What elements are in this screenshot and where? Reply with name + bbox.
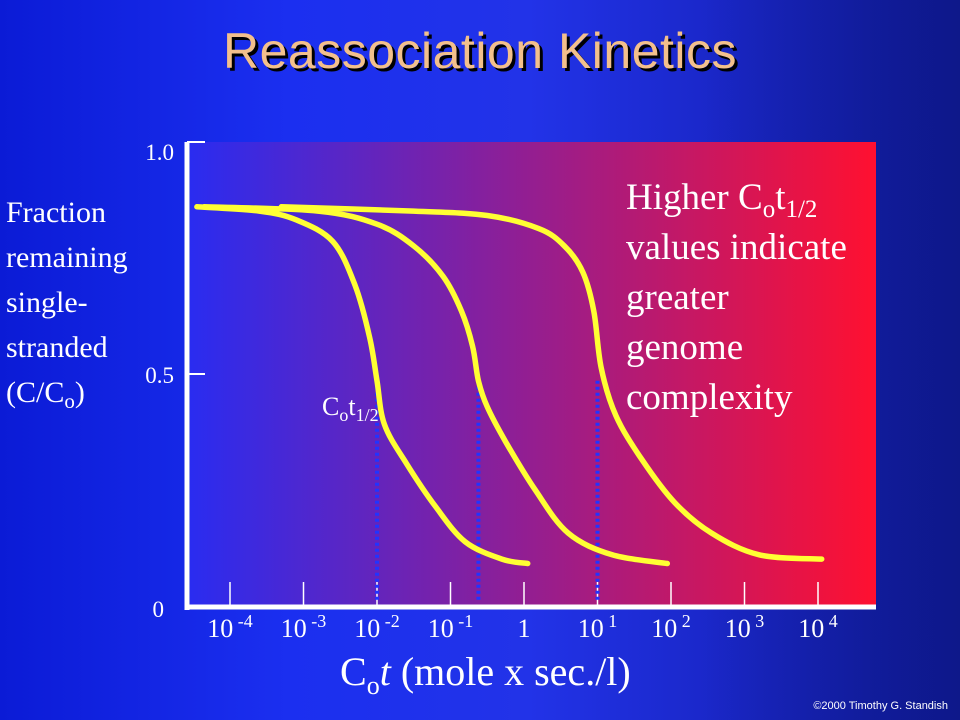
x-tick-label-1: 10 -3 — [264, 611, 344, 644]
x-tick-exponent: 4 — [824, 611, 838, 631]
x-tick-label-4: 1 — [484, 614, 564, 644]
note-sub-half: 1/2 — [785, 196, 818, 223]
x-tick-exponent: 1 — [603, 611, 618, 631]
y-label-line-4: stranded — [6, 331, 108, 364]
x-axis-label: Cot (mole x sec./l) — [340, 648, 631, 699]
x-tick-base: 10 — [280, 614, 307, 643]
cot-t: t — [348, 392, 356, 421]
x-tick-label-7: 10 3 — [705, 611, 785, 644]
note-higher-c: Higher C — [626, 177, 763, 218]
plot-area — [190, 142, 876, 607]
x-tick-label-8: 10 4 — [778, 611, 858, 644]
x-label-t: t — [379, 649, 391, 694]
x-tick-base: 10 — [577, 614, 604, 643]
reassociation-curve-2 — [201, 204, 671, 567]
y-axis-label: Fraction remaining single- stranded (C/C… — [6, 190, 166, 415]
x-tick-exponent: -3 — [306, 611, 327, 631]
cot-half-label: Cot1/2 — [322, 392, 379, 425]
reassociation-curve-3 — [278, 204, 825, 562]
x-tick-exponent: -1 — [453, 611, 474, 631]
annotation-note: Higher Cot1/2 values indicate greater ge… — [626, 173, 886, 423]
x-tick-base: 10 — [724, 614, 751, 643]
y-label-suffix: ) — [74, 376, 85, 409]
x-tick-label-6: 10 2 — [631, 611, 711, 644]
x-tick-exponent: -2 — [380, 611, 400, 631]
cot-sub-half: 1/2 — [355, 405, 379, 425]
x-tick-label-3: 10 -1 — [411, 611, 491, 644]
note-line-2: values indicate — [626, 227, 847, 268]
note-line-5: complexity — [626, 377, 793, 418]
cot-half-lines — [375, 380, 600, 600]
x-tick-label-2: 10 -2 — [337, 611, 417, 644]
x-label-sub: o — [366, 671, 380, 700]
x-tick-base: 10 — [354, 614, 381, 643]
y-label-line-3: single- — [6, 286, 88, 319]
note-line-4: genome — [626, 327, 744, 368]
x-tick-label-0: 10 -4 — [190, 611, 270, 644]
x-label-c: C — [340, 649, 367, 694]
reassociation-curve-1 — [194, 204, 531, 567]
y-label-line-1: Fraction — [6, 196, 106, 229]
y-tick-label-05: 0.5 — [145, 363, 174, 388]
x-tick-exponent: 3 — [750, 611, 765, 631]
x-tick-base: 10 — [651, 614, 678, 643]
cot-c: C — [322, 392, 340, 421]
x-tick-exponent: 2 — [677, 611, 691, 631]
y-label-sub: o — [64, 389, 75, 413]
curve-group — [194, 204, 825, 567]
note-line-1: Higher Cot1/2 — [626, 173, 886, 223]
y-tick-label-0: 0 — [152, 597, 165, 622]
note-line-3: greater — [626, 277, 729, 318]
x-tick-base: 10 — [798, 614, 825, 643]
y-label-line-5: (C/Co) — [6, 370, 166, 415]
slide-title: Reassociation Kinetics — [222, 23, 738, 79]
x-label-units: (mole x sec./l) — [390, 649, 631, 694]
x-tick-base: 10 — [207, 614, 234, 643]
x-tick-exponent: -4 — [233, 611, 253, 631]
cot-sub-o: o — [339, 405, 349, 425]
y-label-prefix: (C/C — [6, 376, 65, 409]
y-tick-label-1: 1.0 — [145, 140, 174, 165]
y-label-line-2: remaining — [6, 241, 128, 274]
x-tick-label-5: 10 1 — [558, 611, 638, 644]
copyright-notice: ©2000 Timothy G. Standish — [813, 700, 948, 712]
x-tick-base: 1 — [517, 614, 531, 643]
note-t: t — [775, 177, 786, 218]
x-tick-base: 10 — [427, 614, 454, 643]
note-sub-o: o — [762, 196, 776, 223]
